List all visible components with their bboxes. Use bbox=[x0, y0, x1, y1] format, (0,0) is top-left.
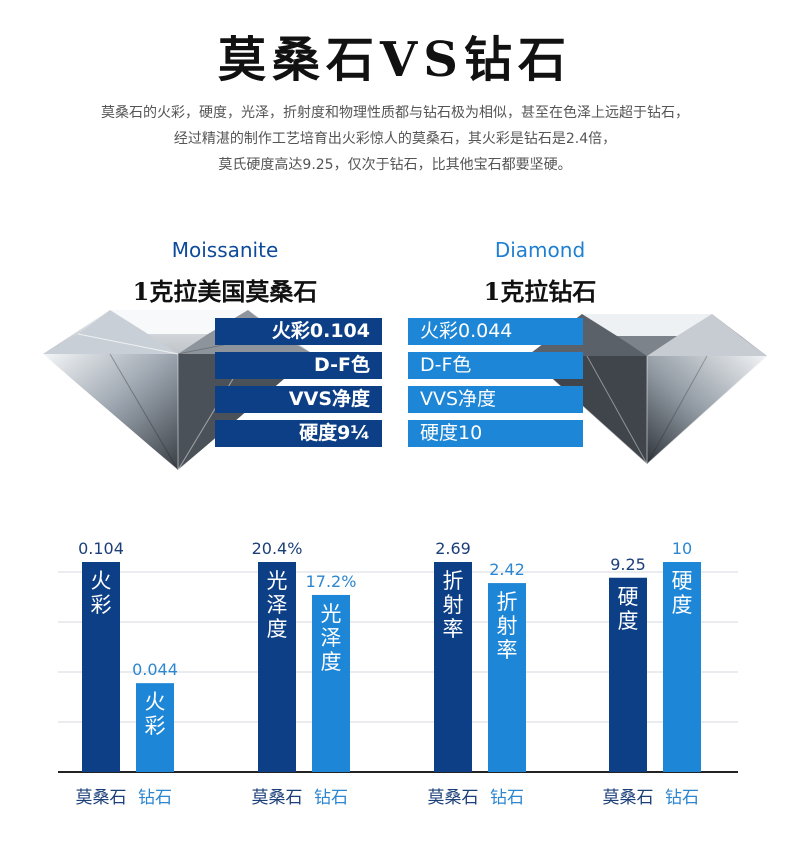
page-title: 莫桑石VS钻石 bbox=[218, 32, 572, 88]
data-label: 10 bbox=[672, 539, 692, 558]
intro-line: 经过精湛的制作工艺培育出火彩惊人的莫桑石，其火彩是钻石是2.4倍， bbox=[173, 131, 617, 147]
bar-category-label: 度 bbox=[672, 593, 693, 617]
bar-category-label: 折 bbox=[443, 569, 464, 593]
diamond-en-name: Diamond bbox=[494, 238, 586, 262]
bar bbox=[663, 562, 701, 772]
group-label: 莫桑石 bbox=[428, 788, 479, 808]
diamond-gem-image bbox=[526, 314, 768, 465]
moissanite-en-name: Moissanite bbox=[171, 238, 279, 262]
bar-category-label: 射 bbox=[497, 614, 518, 638]
bar-category-label: 光 bbox=[267, 569, 288, 593]
bar-category-label: 率 bbox=[497, 638, 518, 662]
bar-category-label: 泽 bbox=[267, 593, 288, 617]
diamond-spec-clarity: VVS净度 bbox=[408, 386, 583, 413]
data-label: 2.42 bbox=[489, 560, 525, 579]
bar-category-label: 射 bbox=[443, 593, 464, 617]
group-label: 钻石 bbox=[314, 788, 348, 808]
intro-text: 莫桑石的火彩，硬度，光泽，折射度和物理性质都与钻石极为相似，甚至在色泽上远超于钻… bbox=[20, 100, 770, 178]
bar-category-label: 火 bbox=[91, 569, 112, 593]
data-label: 17.2% bbox=[306, 572, 357, 591]
group-label: 钻石 bbox=[665, 788, 699, 808]
data-label: 0.104 bbox=[78, 539, 124, 558]
data-label: 2.69 bbox=[435, 539, 471, 558]
bar-category-label: 硬 bbox=[618, 585, 639, 609]
bar bbox=[82, 562, 120, 772]
diamond-cn-name: 1克拉钻石 bbox=[483, 277, 597, 306]
bar-category-label: 度 bbox=[321, 650, 342, 674]
group-label: 莫桑石 bbox=[252, 788, 303, 808]
group-label: 莫桑石 bbox=[603, 788, 654, 808]
bar bbox=[136, 683, 174, 772]
data-label: 0.044 bbox=[132, 660, 178, 679]
data-label: 20.4% bbox=[252, 539, 303, 558]
bar-category-label: 泽 bbox=[321, 626, 342, 650]
moissanite-spec-hardness: 硬度9¼ bbox=[215, 420, 382, 447]
bar-category-label: 彩 bbox=[145, 714, 166, 738]
bar bbox=[434, 562, 472, 772]
group-label: 钻石 bbox=[490, 788, 524, 808]
group-label: 钻石 bbox=[138, 788, 172, 808]
bar-category-label: 折 bbox=[497, 590, 518, 614]
moissanite-spec-color: D-F色 bbox=[215, 352, 382, 379]
group-label: 莫桑石 bbox=[76, 788, 127, 808]
diamond-spec-hardness: 硬度10 bbox=[408, 420, 583, 447]
diamond-spec-color: D-F色 bbox=[408, 352, 583, 379]
bar-category-label: 度 bbox=[618, 609, 639, 633]
moissanite-spec-clarity: VVS净度 bbox=[215, 386, 382, 413]
bar-category-label: 硬 bbox=[672, 569, 693, 593]
bar-category-label: 彩 bbox=[91, 593, 112, 617]
chart-canvas: 0.104火彩莫桑石0.044火彩钻石20.4%光泽度莫桑石17.2%光泽度钻石… bbox=[58, 539, 738, 808]
moissanite-gem-image bbox=[42, 310, 314, 471]
intro-line: 莫桑石的火彩，硬度，光泽，折射度和物理性质都与钻石极为相似，甚至在色泽上远超于钻… bbox=[101, 105, 689, 121]
data-label: 9.25 bbox=[610, 555, 646, 574]
bar bbox=[609, 577, 647, 772]
bar bbox=[312, 594, 350, 772]
bar-category-label: 火 bbox=[145, 690, 166, 714]
moissanite-spec-fire: 火彩0.104 bbox=[215, 318, 382, 345]
diamond-spec-fire: 火彩0.044 bbox=[408, 318, 583, 345]
bar-category-label: 光 bbox=[321, 602, 342, 626]
intro-line: 莫氏硬度高达9.25，仅次于钻石，比其他宝石都要坚硬。 bbox=[218, 157, 572, 173]
bar-category-label: 度 bbox=[267, 617, 288, 641]
bar bbox=[488, 583, 526, 772]
moissanite-cn-name: 1克拉美国莫桑石 bbox=[132, 277, 318, 306]
bar bbox=[258, 562, 296, 772]
bar-category-label: 率 bbox=[443, 617, 464, 641]
comparison-chart: 0.104 火彩莫桑石 0.044 火彩钻石 20.4% 光泽度莫桑石 17.2% 光泽度钻石… bbox=[0, 520, 790, 864]
